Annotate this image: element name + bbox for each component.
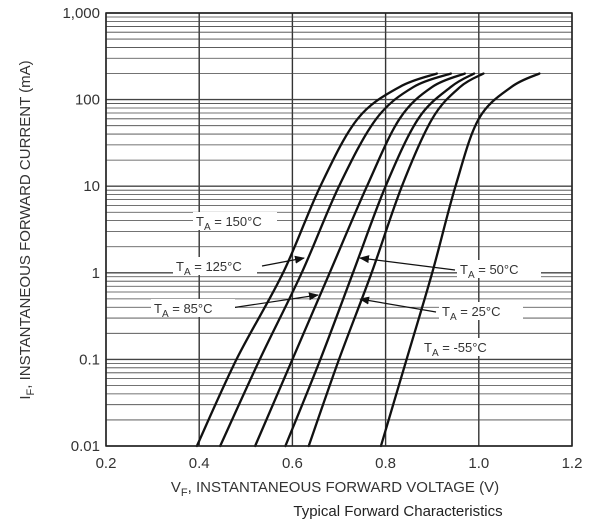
leader-arrow-1 <box>261 255 305 267</box>
series-label-5: TA = -55°C <box>424 340 487 359</box>
x-axis-label: VF, INSTANTANEOUS FORWARD VOLTAGE (V) <box>171 479 499 499</box>
x-tick-label: 1.0 <box>468 455 489 472</box>
series-label-0: TA = 150°C <box>196 214 262 233</box>
x-tick-label: 0.2 <box>96 455 117 472</box>
series-line-4 <box>307 72 485 448</box>
x-tick-label: 1.2 <box>562 455 583 472</box>
series-line-5 <box>379 72 541 448</box>
label-bg-2 <box>151 299 235 317</box>
y-tick-label: 1 <box>92 265 100 282</box>
y-axis-label: IF, INSTANTANEOUS FORWARD CURRENT (mA) <box>17 60 37 399</box>
series-label-3: TA = 50°C <box>460 262 519 281</box>
y-tick-label: 10 <box>83 178 100 195</box>
label-bg-4 <box>439 302 523 320</box>
series-line-3 <box>284 72 476 448</box>
plot-frame <box>105 12 573 447</box>
tick-labels: 0.2 0.4 0.6 0.8 1.0 1.2 0.01 0.1 1 10 100 1,000 <box>62 5 582 472</box>
x-tick-label: 0.4 <box>189 455 210 472</box>
label-bg-3 <box>457 260 541 278</box>
y-tick-label: 100 <box>75 92 100 109</box>
label-bg-0 <box>193 212 277 230</box>
series-curves <box>195 72 541 448</box>
series-label-2: TA = 85°C <box>154 301 213 320</box>
leader-arrow-4 <box>359 296 437 313</box>
series-line-2 <box>253 72 466 448</box>
leader-arrow-2 <box>230 292 319 309</box>
series-line-1 <box>219 72 452 448</box>
axes <box>105 12 573 447</box>
series-line-0 <box>195 72 439 448</box>
y-tick-label: 0.1 <box>79 351 100 368</box>
series-label-4: TA = 25°C <box>442 304 501 323</box>
leader-arrow-3 <box>359 255 456 271</box>
chart-caption: Typical Forward Characteristics <box>293 503 502 520</box>
x-tick-label: 0.8 <box>375 455 396 472</box>
grid-lines <box>105 12 573 447</box>
label-bg-1 <box>173 257 257 275</box>
label-bg-5 <box>421 338 505 356</box>
y-tick-label: 0.01 <box>71 438 100 455</box>
series-annotations: TA = 150°C TA = 125°C TA = 85°C TA = 50°C TA… <box>151 212 541 359</box>
x-tick-label: 0.6 <box>282 455 303 472</box>
y-tick-label: 1,000 <box>62 5 100 22</box>
series-label-1: TA = 125°C <box>176 259 242 278</box>
